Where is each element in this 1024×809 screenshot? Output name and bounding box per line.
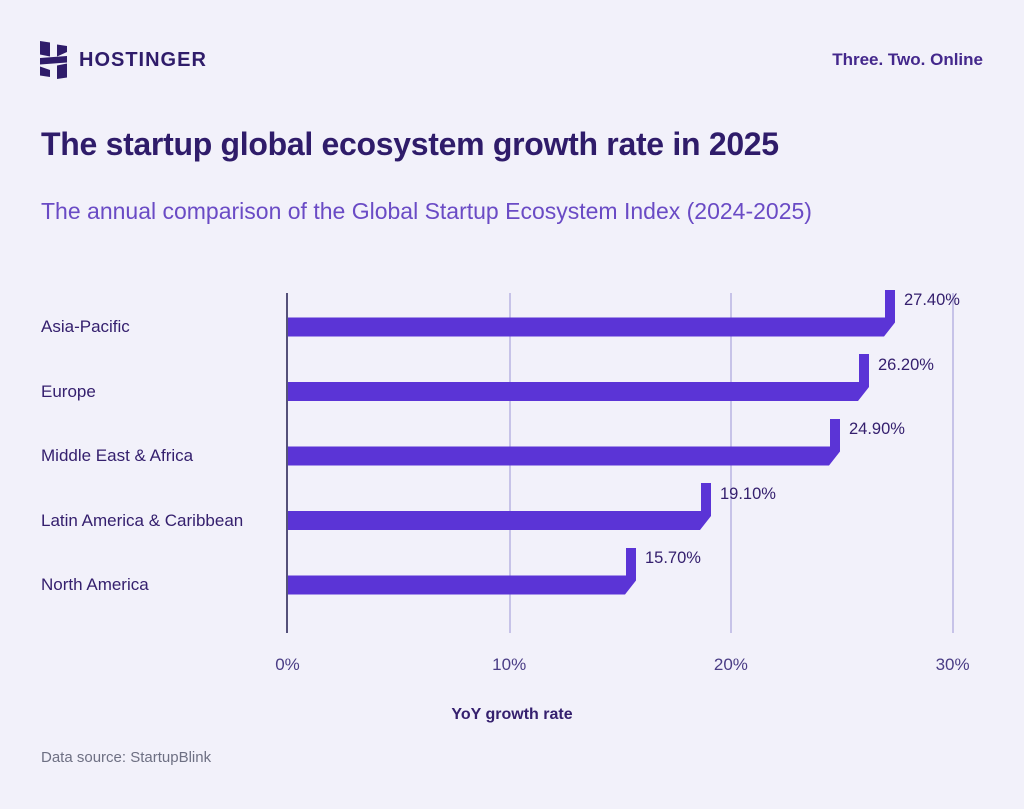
data-source: Data source: StartupBlink <box>41 748 212 766</box>
value-label-asia-pacific: 27.40% <box>904 291 960 309</box>
x-tick-0pct: 0% <box>275 655 300 674</box>
category-label-middle-east-africa: Middle East & Africa <box>41 446 194 465</box>
page-title: The startup global ecosystem growth rate… <box>41 126 779 162</box>
category-label-europe: Europe <box>41 381 96 401</box>
value-label-latin-america-caribbean: 19.10% <box>720 484 776 503</box>
x-tick-20pct: 20% <box>713 655 748 674</box>
brand-name: HOSTINGER <box>79 48 207 71</box>
value-label-north-america: 15.70% <box>645 549 701 567</box>
x-tick-10pct: 10% <box>492 655 527 674</box>
bar-north-america <box>288 548 636 595</box>
value-label-europe: 26.20% <box>878 355 934 374</box>
bar-latin-america-caribbean <box>288 483 711 530</box>
x-axis-title: YoY growth rate <box>451 705 573 723</box>
value-label-middle-east-africa: 24.90% <box>849 420 905 438</box>
bar-europe <box>288 354 869 401</box>
brand-tagline: Three. Two. Online <box>832 50 983 69</box>
category-label-latin-america-caribbean: Latin America & Caribbean <box>41 510 244 530</box>
bar-asia-pacific <box>288 290 895 337</box>
header: HOSTINGER Three. Two. Online <box>40 38 983 82</box>
page-subtitle: The annual comparison of the Global Star… <box>41 198 812 224</box>
bar-middle-east-africa <box>288 419 840 466</box>
category-label-north-america: North America <box>41 575 149 594</box>
y-axis-line <box>286 293 288 633</box>
hostinger-logo-icon <box>40 41 67 79</box>
gridline-30pct <box>952 293 955 633</box>
category-label-asia-pacific: Asia-Pacific <box>41 317 130 336</box>
x-tick-30pct: 30% <box>935 655 970 674</box>
brand: HOSTINGER <box>40 41 207 79</box>
